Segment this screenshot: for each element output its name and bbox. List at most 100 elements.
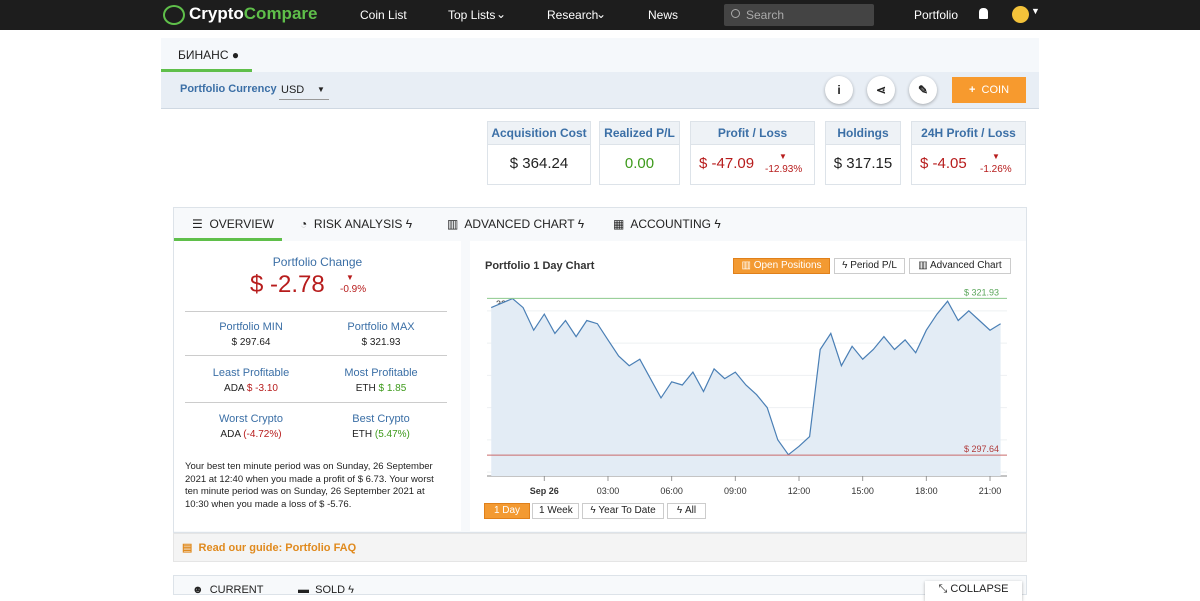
stat-label: Worst Crypto <box>219 413 283 425</box>
chart-panel: Portfolio 1 Day Chart ▥ Open Positions ϟ… <box>470 241 1026 531</box>
search-icon <box>731 9 740 18</box>
coin: ETH <box>352 429 373 440</box>
info-button[interactable]: i <box>825 76 853 104</box>
button-label: Period P/L <box>850 260 897 271</box>
x-tick-label: Sep 26 <box>530 486 559 496</box>
divider <box>185 311 447 312</box>
stat-label: Most Profitable <box>344 367 418 379</box>
search-box[interactable]: Search <box>724 4 874 26</box>
amount: $ 1.85 <box>378 383 407 394</box>
range-button[interactable]: ϟ Year To Date <box>582 503 664 519</box>
line <box>490 297 1001 456</box>
range-button[interactable]: 1 Week <box>532 503 579 519</box>
tab[interactable]: ☰ OVERVIEW <box>192 217 274 231</box>
coin: ADA <box>220 429 241 440</box>
bell-icon[interactable] <box>979 8 988 19</box>
stat-value: ETH (5.47%) <box>316 429 446 440</box>
caret: ⌄ <box>596 7 607 21</box>
nav-item[interactable]: Research <box>547 8 599 22</box>
range-button[interactable]: 1 Day <box>484 503 530 519</box>
portfolio-tab[interactable]: БИНАНС ● <box>178 48 240 62</box>
edit-button[interactable]: ✎ <box>909 76 937 104</box>
stat-label: Realized P/L <box>600 122 679 145</box>
stat-label: Least Profitable <box>212 367 290 379</box>
avatar[interactable] <box>1012 6 1029 23</box>
tab-label: RISK ANALYSIS <box>313 217 403 231</box>
range-button[interactable]: ϟ All <box>667 503 706 519</box>
amount: $ -3.10 <box>246 383 278 394</box>
down-arrow: ▼ <box>346 273 354 282</box>
add-coin-label: COIN <box>981 84 1010 96</box>
x-tick-label: 18:00 <box>915 486 938 496</box>
portfolio-tab-label: БИНАНС <box>178 48 229 62</box>
logo-icon <box>163 5 185 25</box>
stat-box: 24H Profit / Loss $ -4.05 ▼ -1.26% <box>911 121 1026 185</box>
collapse-button[interactable]: ⤡ COLLAPSE <box>925 581 1022 601</box>
tab-underline <box>174 238 282 241</box>
coin: ETH <box>355 383 376 394</box>
stat-label: 24H Profit / Loss <box>912 122 1025 145</box>
stat-value: $ -4.05 <box>920 155 967 172</box>
stat-value: ETH $ 1.85 <box>316 383 446 394</box>
currency-select[interactable]: USD ▼ <box>279 80 329 100</box>
tab[interactable]: ▦ ACCOUNTING ϟ <box>613 217 721 231</box>
caret: ▼ <box>1031 6 1040 16</box>
overview-panel: Portfolio Change $ -2.78 ▼ -0.9% Portfol… <box>174 241 461 531</box>
nav-item[interactable]: News <box>648 8 679 22</box>
logo[interactable]: CryptoCompare <box>189 4 317 24</box>
navbar: CryptoCompare Coin List Top Lists ⌄ Rese… <box>0 0 1200 30</box>
stat-box: Holdings $ 317.15 <box>825 121 901 185</box>
stat-value: ADA (-4.72%) <box>186 429 316 440</box>
tab[interactable]: ◔ RISK ANALYSIS ϟ <box>300 217 413 231</box>
button-label: All <box>684 505 697 516</box>
x-tick-label: 21:00 <box>979 486 1002 496</box>
down-arrow: ▼ <box>992 152 1000 161</box>
guide-link[interactable]: ▤ Read our guide: Portfolio FAQ <box>182 542 357 554</box>
amount: (-4.72%) <box>243 429 282 440</box>
stat-change: -1.26% <box>980 164 1012 175</box>
x-tick-label: 09:00 <box>724 486 747 496</box>
search-placeholder: Search <box>746 8 785 22</box>
x-tick-label: 15:00 <box>851 486 874 496</box>
stat-value: $ 317.15 <box>833 155 893 172</box>
nav-item[interactable]: Portfolio <box>914 8 959 22</box>
stat-label: Holdings <box>826 122 900 145</box>
nav-item[interactable]: Coin List <box>360 8 407 22</box>
stat-change: -12.93% <box>765 164 803 175</box>
stat-box: Realized P/L 0.00 <box>599 121 680 185</box>
stat-value: $ 364.24 <box>509 155 569 172</box>
caret: ⌄ <box>496 7 507 21</box>
chart-button[interactable]: ▥ Open Positions <box>733 258 830 274</box>
stat-value: $ 321.93 <box>361 337 401 348</box>
stat-value: $ -47.09 <box>699 155 755 172</box>
chart-button[interactable]: ▥ Advanced Chart <box>909 258 1011 274</box>
stat-value: 0.00 <box>624 155 655 172</box>
stat-label: Best Crypto <box>352 413 410 425</box>
tab-label: ACCOUNTING <box>630 217 712 231</box>
reference-label: $ 297.64 <box>964 444 999 454</box>
coin: ADA <box>224 383 245 394</box>
down-arrow: ▼ <box>779 152 787 161</box>
x-tick-label: 12:00 <box>788 486 811 496</box>
tab-label: ADVANCED CHART <box>464 217 575 231</box>
add-coin-button[interactable]: + COIN <box>952 77 1026 103</box>
stat-label: Portfolio MAX <box>347 321 415 333</box>
chart-button[interactable]: ϟ Period P/L <box>834 258 905 274</box>
tab-label: CURRENT <box>209 584 264 596</box>
change-value: $ -2.78 <box>250 271 325 298</box>
tab[interactable]: ▬ SOLD ϟ <box>298 584 354 596</box>
stat-box: Acquisition Cost $ 364.24 <box>487 121 591 185</box>
reference-label: $ 321.93 <box>964 287 999 297</box>
nav-item[interactable]: Top Lists <box>448 8 496 22</box>
chart: 295300305310315320Sep 2603:0006:0009:001… <box>487 287 1007 496</box>
x-tick-label: 06:00 <box>660 486 683 496</box>
share-button[interactable]: ⋖ <box>867 76 895 104</box>
guide-label: Read our guide: Portfolio FAQ <box>198 542 357 554</box>
chart-title: Portfolio 1 Day Chart <box>485 260 595 272</box>
tab[interactable]: ☻ CURRENT <box>192 584 264 596</box>
tab[interactable]: ▥ ADVANCED CHART ϟ <box>447 217 585 231</box>
portfolio-tabs: БИНАНС ● <box>161 38 1039 72</box>
collapse-label: COLLAPSE <box>950 583 1009 595</box>
currency-value: USD <box>281 84 305 96</box>
